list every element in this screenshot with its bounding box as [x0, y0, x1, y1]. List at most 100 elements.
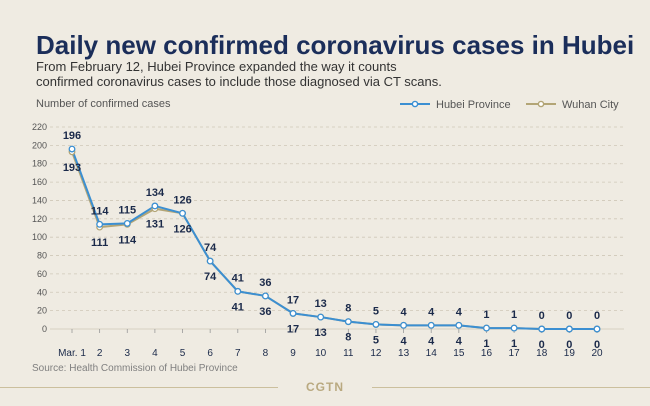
data-label-wuhan: 36 — [259, 306, 271, 318]
y-tick-label: 20 — [37, 306, 47, 316]
footer-divider-right — [372, 387, 650, 388]
x-tick-label: 19 — [564, 348, 576, 359]
data-label-hubei: 13 — [315, 298, 327, 310]
data-label-wuhan: 41 — [232, 301, 244, 313]
x-tick-label: 8 — [263, 348, 269, 359]
data-point-hubei — [261, 292, 269, 300]
data-label-wuhan: 4 — [456, 335, 463, 347]
legend-marker-wuhan — [537, 100, 545, 108]
chart-subtitle: From February 12, Hubei Province expande… — [36, 59, 442, 89]
x-tick-label: 20 — [591, 348, 603, 359]
legend-label-wuhan: Wuhan City — [562, 99, 619, 111]
data-label-hubei: 0 — [566, 310, 572, 322]
x-tick-label: 10 — [315, 348, 327, 359]
y-tick-label: 140 — [32, 195, 47, 205]
data-label-hubei: 114 — [91, 205, 110, 217]
data-label-wuhan: 1 — [483, 338, 489, 350]
data-point-hubei — [68, 145, 76, 153]
x-tick-label: 5 — [180, 348, 186, 359]
x-tick-label: 12 — [370, 348, 382, 359]
data-point-hubei — [538, 325, 546, 333]
legend-item-wuhan: Wuhan City — [526, 99, 619, 111]
data-point-hubei — [372, 320, 380, 328]
y-tick-label: 220 — [32, 122, 47, 132]
series-line-wuhan — [71, 151, 597, 330]
x-tick-label: 2 — [97, 348, 103, 359]
data-point-hubei — [510, 324, 518, 332]
legend-item-hubei: Hubei Province — [400, 99, 511, 111]
x-tick-label: 18 — [536, 348, 548, 359]
data-label-wuhan: 111 — [91, 237, 108, 249]
x-axis: Mar. 1 2 3 4 5 6 7 8 9 10 11 12 13 14 15 16 17 18 19 20 — [58, 329, 603, 359]
data-label-wuhan: 4 — [428, 335, 435, 347]
data-point-hubei — [483, 324, 490, 332]
data-label-hubei: 1 — [511, 309, 517, 321]
series-layer — [68, 145, 601, 333]
y-tick-label: 200 — [32, 140, 47, 150]
x-tick-label: 17 — [509, 348, 521, 359]
x-tick-label: 3 — [124, 348, 130, 359]
data-point-hubei — [565, 325, 573, 333]
series-line-hubei — [71, 148, 597, 330]
x-tick-label: 9 — [290, 348, 296, 359]
data-point-hubei — [179, 209, 186, 217]
x-tick-label: 15 — [453, 348, 465, 359]
chart-title: Daily new confirmed coronavirus cases in… — [36, 30, 635, 60]
data-point-hubei — [96, 220, 104, 228]
data-point-hubei — [234, 287, 242, 295]
x-tick-label: 14 — [426, 348, 438, 359]
legend-label-hubei: Hubei Province — [436, 99, 511, 111]
data-label-hubei: 115 — [118, 204, 136, 216]
data-label-hubei: 0 — [594, 310, 600, 322]
data-point-hubei — [289, 309, 297, 317]
data-label-wuhan: 1 — [511, 338, 517, 350]
data-label-wuhan: 8 — [345, 332, 351, 344]
data-label-hubei: 126 — [173, 194, 191, 206]
y-axis-label: Number of confirmed cases — [36, 98, 171, 110]
source-note: Source: Health Commission of Hubei Provi… — [32, 363, 238, 374]
data-label-wuhan: 0 — [566, 339, 572, 351]
y-tick-label: 60 — [37, 269, 47, 279]
data-label-wuhan: 114 — [118, 234, 137, 246]
data-label-wuhan: 126 — [173, 223, 191, 235]
data-label-hubei: 8 — [345, 303, 351, 315]
data-label-wuhan: 193 — [63, 162, 81, 174]
data-label-wuhan: 5 — [373, 334, 379, 346]
y-tick-label: 160 — [32, 177, 47, 187]
data-label-hubei: 5 — [373, 305, 379, 317]
data-label-hubei: 4 — [401, 306, 408, 318]
x-tick-label: 4 — [152, 348, 158, 359]
brand-logo: CGTN — [306, 380, 344, 394]
y-axis-ticks: 0 20 40 60 80 100 120 140 160 180 200 220 — [32, 122, 47, 334]
y-tick-label: 0 — [42, 324, 47, 334]
footer-divider-left — [0, 387, 278, 388]
data-point-hubei — [400, 321, 408, 329]
x-tick-label: 11 — [343, 348, 354, 359]
data-label-hubei: 196 — [63, 130, 81, 142]
data-label-wuhan: 17 — [287, 323, 299, 335]
data-label-wuhan: 4 — [401, 335, 408, 347]
legend: Hubei Province Wuhan City — [400, 99, 619, 111]
x-tick-label: 13 — [398, 348, 410, 359]
data-label-hubei: 17 — [287, 294, 299, 306]
data-label-wuhan: 0 — [539, 339, 545, 351]
y-tick-label: 40 — [37, 287, 47, 297]
data-label-wuhan: 131 — [146, 219, 164, 231]
data-label-hubei: 1 — [483, 309, 489, 321]
data-point-hubei — [593, 325, 601, 333]
gridlines — [50, 126, 624, 330]
legend-marker-hubei — [411, 100, 419, 108]
x-tick-label: Mar. 1 — [58, 348, 86, 359]
data-point-hubei — [206, 257, 214, 265]
data-label-hubei: 134 — [146, 187, 165, 199]
data-point-hubei — [123, 219, 131, 227]
data-label-hubei: 0 — [539, 310, 545, 322]
data-label-hubei: 4 — [428, 306, 435, 318]
data-point-hubei — [344, 318, 352, 326]
data-label-hubei: 74 — [204, 242, 217, 254]
x-tick-label: 7 — [235, 348, 241, 359]
y-tick-label: 120 — [32, 214, 47, 224]
x-tick-label: 6 — [207, 348, 213, 359]
